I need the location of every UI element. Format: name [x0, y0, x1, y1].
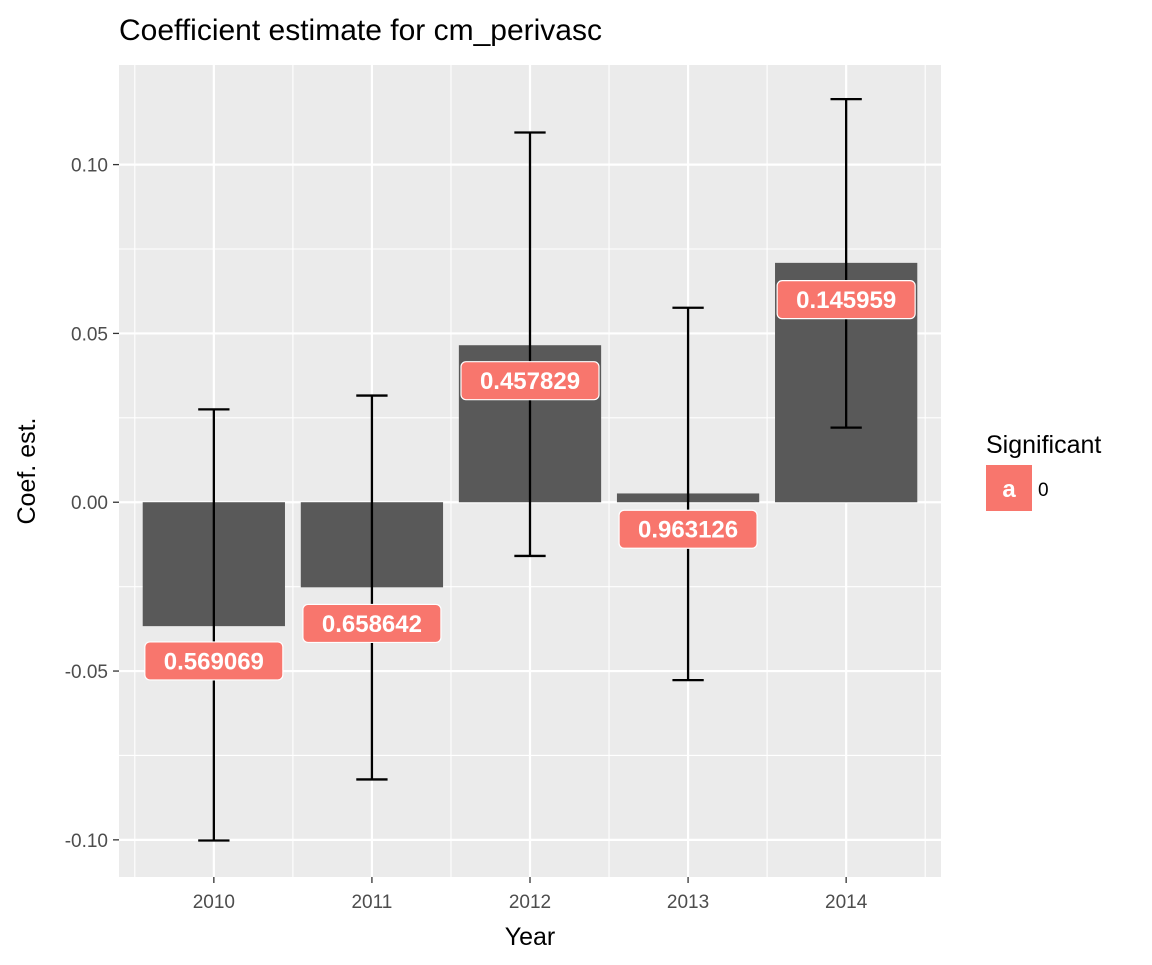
- data-label-text: 0.457829: [480, 368, 580, 395]
- y-tick-label: -0.10: [65, 831, 108, 852]
- data-label-text: 0.569069: [164, 648, 264, 675]
- errorbar-2011: [356, 394, 388, 781]
- data-label-2013: 0.963126: [618, 509, 758, 549]
- x-tick-label: 2010: [193, 892, 235, 913]
- x-tick-label: 2013: [667, 892, 709, 913]
- y-tick-label: 0.05: [71, 324, 108, 345]
- data-label-2014: 0.145959: [776, 280, 916, 320]
- legend-label: 0: [1038, 480, 1049, 501]
- chart-title: Coefficient estimate for cm_perivasc: [119, 14, 602, 47]
- data-label-2011: 0.658642: [302, 603, 442, 644]
- x-axis: 2010 2011 2012 2013 2014: [193, 877, 868, 913]
- data-labels: 0.569069 0.658642 0.457829 0.963126 0.145959: [144, 280, 916, 681]
- data-label-2010: 0.569069: [144, 641, 284, 681]
- legend-key: [986, 465, 1032, 511]
- data-label-box: [776, 280, 916, 320]
- x-tick-label: 2012: [509, 892, 551, 913]
- errorbar-2010: [198, 408, 230, 842]
- data-label-box: [618, 509, 758, 549]
- legend-title: Significant: [986, 431, 1101, 459]
- data-label-box: [144, 641, 284, 681]
- x-tick-label: 2011: [351, 892, 392, 913]
- y-tick-label: 0.00: [71, 493, 108, 514]
- legend-key-letter: a: [1002, 476, 1016, 503]
- data-label-box: [460, 361, 600, 401]
- x-tick-label: 2014: [825, 892, 868, 913]
- errorbar-2013: [672, 306, 704, 682]
- legend: Significant a 0: [986, 431, 1101, 511]
- data-label-box: [302, 603, 442, 644]
- y-tick-label: 0.10: [71, 156, 108, 177]
- y-tick-label: -0.05: [65, 662, 108, 683]
- error-bars: [198, 97, 862, 842]
- data-label-text: 0.963126: [638, 517, 738, 544]
- data-label-text: 0.145959: [796, 287, 896, 314]
- data-label-text: 0.658642: [322, 611, 422, 638]
- y-axis: -0.10 -0.05 0.00 0.05 0.10: [65, 156, 119, 852]
- y-axis-title: Coef. est.: [13, 418, 41, 525]
- errorbar-2014: [830, 97, 862, 429]
- data-label-2012: 0.457829: [460, 361, 600, 401]
- errorbar-2012: [514, 131, 546, 558]
- x-axis-title: Year: [505, 923, 556, 951]
